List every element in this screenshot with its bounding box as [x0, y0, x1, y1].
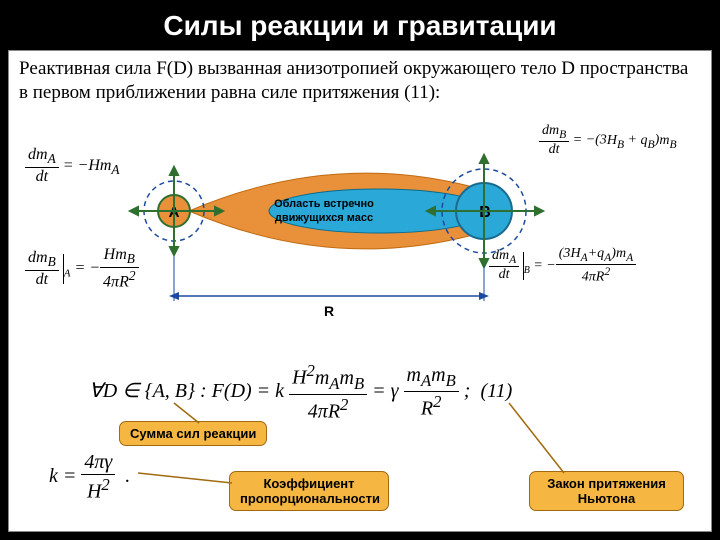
region-label-2: движущихся масс	[275, 212, 373, 224]
callout-sum-leader	[169, 401, 229, 426]
eq-mid-left: dmBdt A = −HmB4πR2	[25, 246, 139, 292]
callout-coeff: Коэффициент пропорциональности	[229, 471, 389, 511]
distance-label: R	[324, 303, 334, 319]
content-area: Реактивная сила F(D) вызванная анизотроп…	[8, 50, 712, 532]
region-label-1: Область встречно	[274, 198, 374, 210]
eq-top-right: dmBdt = −(3HB + qB)mB	[539, 123, 677, 158]
intro-text: Реактивная сила F(D) вызванная анизотроп…	[9, 51, 711, 107]
callout-coeff-leader	[134, 463, 234, 493]
diagram-svg: А В	[19, 141, 699, 341]
force-diagram: А В	[19, 141, 699, 341]
eq-k: k = 4πγH2 .	[49, 451, 130, 504]
eq-main: ∀D ∈ {A, B} : F(D) = k H2mAmB4πR2 = γ mA…	[89, 361, 512, 423]
eq-top-left: dmAdt = −HmA	[25, 146, 120, 186]
eq-mid-right: dmAdt B = −(3HA+qA)mA4πR2	[489, 246, 636, 285]
arrows-a	[130, 167, 223, 255]
callout-newton: Закон притяжения Ньютона	[529, 471, 684, 511]
slide-title: Силы реакции и гравитации	[8, 6, 712, 50]
callout-newton-leader	[504, 401, 584, 476]
slide: Силы реакции и гравитации Реактивная сил…	[8, 6, 712, 534]
